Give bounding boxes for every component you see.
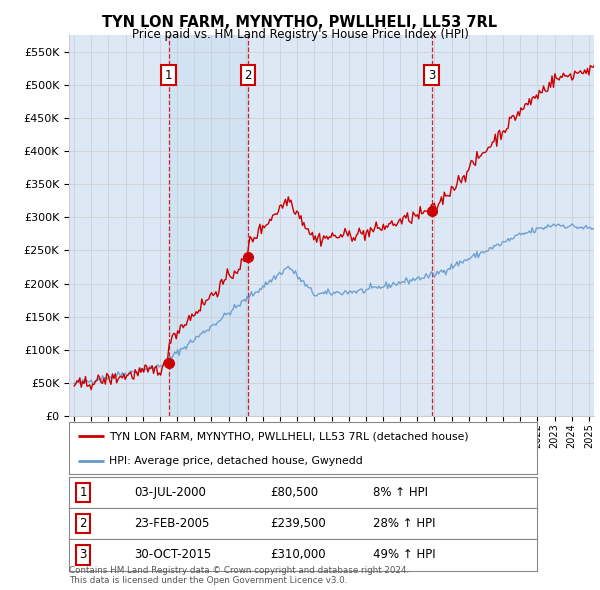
Text: 2: 2 [79, 517, 87, 530]
Text: HPI: Average price, detached house, Gwynedd: HPI: Average price, detached house, Gwyn… [109, 456, 362, 466]
Text: Contains HM Land Registry data © Crown copyright and database right 2024.: Contains HM Land Registry data © Crown c… [69, 566, 409, 575]
Text: This data is licensed under the Open Government Licence v3.0.: This data is licensed under the Open Gov… [69, 576, 347, 585]
Text: 03-JUL-2000: 03-JUL-2000 [134, 486, 206, 499]
Text: £239,500: £239,500 [270, 517, 326, 530]
Text: 28% ↑ HPI: 28% ↑ HPI [373, 517, 436, 530]
Text: 30-OCT-2015: 30-OCT-2015 [134, 548, 212, 562]
Text: TYN LON FARM, MYNYTHO, PWLLHELI, LL53 7RL: TYN LON FARM, MYNYTHO, PWLLHELI, LL53 7R… [103, 15, 497, 30]
Text: £80,500: £80,500 [270, 486, 319, 499]
Text: £310,000: £310,000 [270, 548, 326, 562]
Text: 1: 1 [165, 69, 172, 82]
Text: 49% ↑ HPI: 49% ↑ HPI [373, 548, 436, 562]
Text: 3: 3 [79, 548, 87, 562]
Text: 3: 3 [428, 69, 435, 82]
Text: TYN LON FARM, MYNYTHO, PWLLHELI, LL53 7RL (detached house): TYN LON FARM, MYNYTHO, PWLLHELI, LL53 7R… [109, 431, 469, 441]
Text: 23-FEB-2005: 23-FEB-2005 [134, 517, 210, 530]
Text: Price paid vs. HM Land Registry's House Price Index (HPI): Price paid vs. HM Land Registry's House … [131, 28, 469, 41]
Bar [169, 35, 248, 416]
Text: 2: 2 [244, 69, 252, 82]
Text: 1: 1 [79, 486, 87, 499]
Text: 8% ↑ HPI: 8% ↑ HPI [373, 486, 428, 499]
